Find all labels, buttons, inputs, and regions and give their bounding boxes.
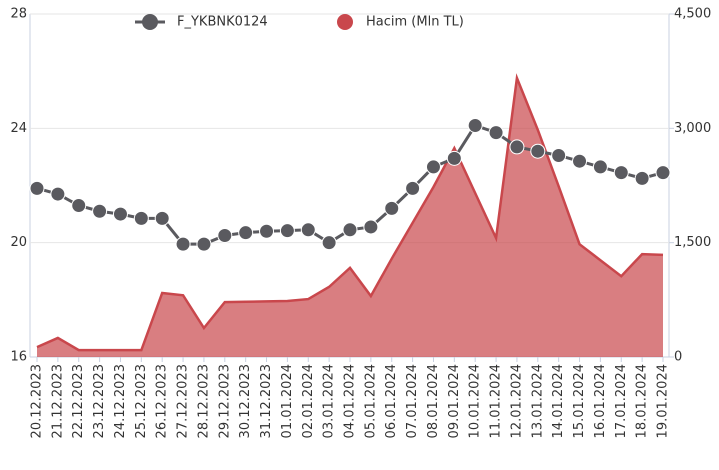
price-point [321, 235, 337, 251]
price-point [551, 147, 567, 163]
price-point [488, 125, 504, 141]
x-tick-label: 22.12.2023 [71, 364, 86, 438]
x-tick-label: 16.01.2024 [593, 364, 608, 438]
price-point [175, 236, 191, 252]
x-tick-label: 11.01.2024 [489, 364, 504, 438]
price-point [112, 206, 128, 222]
y2-tick-label: 1,500 [674, 235, 711, 250]
price-point [300, 222, 316, 238]
x-tick-label: 24.12.2023 [113, 364, 128, 438]
price-point [238, 225, 254, 241]
y-tick-label: 24 [10, 121, 27, 136]
price-point [279, 223, 295, 239]
legend-label: Hacim (Mln TL) [366, 15, 464, 30]
price-point [655, 165, 671, 181]
x-tick-label: 06.01.2024 [384, 364, 399, 438]
x-tick-label: 14.01.2024 [551, 364, 566, 438]
y-tick-label: 28 [10, 7, 27, 22]
x-tick-label: 04.01.2024 [343, 364, 358, 438]
price-point [92, 203, 108, 219]
y2-tick-label: 4,500 [674, 7, 711, 22]
price-point [467, 117, 483, 133]
y-tick-label: 16 [10, 350, 27, 365]
price-point [425, 159, 441, 175]
price-point [196, 236, 212, 252]
legend-marker [337, 14, 353, 30]
price-point [446, 150, 462, 166]
legend-label: F_YKBNK0124 [177, 15, 268, 30]
price-point [405, 180, 421, 196]
x-tick-label: 26.12.2023 [155, 364, 170, 438]
price-point [29, 180, 45, 196]
y-tick-label: 20 [10, 235, 27, 250]
x-tick-label: 03.01.2024 [322, 364, 337, 438]
x-tick-label: 08.01.2024 [426, 364, 441, 438]
x-tick-label: 29.12.2023 [217, 364, 232, 438]
price-point [572, 153, 588, 169]
price-point [71, 198, 87, 214]
x-tick-label: 30.12.2023 [238, 364, 253, 438]
price-point [217, 228, 233, 244]
volume-area [36, 73, 664, 352]
price-point [530, 143, 546, 159]
price-point [613, 165, 629, 181]
x-tick-label: 20.12.2023 [30, 364, 45, 438]
price-point [384, 200, 400, 216]
price-point [342, 222, 358, 238]
x-tick-label: 05.01.2024 [363, 364, 378, 438]
price-point [634, 170, 650, 186]
x-tick-label: 09.01.2024 [447, 364, 462, 438]
legend-marker [142, 14, 158, 30]
price-point [259, 223, 275, 239]
x-tick-label: 15.01.2024 [572, 364, 587, 438]
x-tick-label: 25.12.2023 [134, 364, 149, 438]
x-tick-label: 28.12.2023 [196, 364, 211, 438]
x-tick-label: 07.01.2024 [405, 364, 420, 438]
x-tick-label: 31.12.2023 [259, 364, 274, 438]
price-point [592, 159, 608, 175]
y2-tick-label: 0 [674, 350, 682, 365]
x-tick-label: 10.01.2024 [468, 364, 483, 438]
x-tick-label: 21.12.2023 [50, 364, 65, 438]
x-tick-label: 02.01.2024 [301, 364, 316, 438]
volume-area-fill [37, 78, 663, 357]
x-tick-label: 27.12.2023 [176, 364, 191, 438]
x-tick-label: 23.12.2023 [92, 364, 107, 438]
price-point [363, 219, 379, 235]
x-tick-label: 17.01.2024 [614, 364, 629, 438]
price-point [154, 210, 170, 226]
x-tick-label: 19.01.2024 [656, 364, 671, 438]
x-tick-label: 13.01.2024 [530, 364, 545, 438]
x-tick-label: 18.01.2024 [635, 364, 650, 438]
y2-tick-label: 3,000 [674, 121, 711, 136]
x-tick-label: 01.01.2024 [280, 364, 295, 438]
price-point [50, 186, 66, 202]
x-tick-label: 12.01.2024 [509, 364, 524, 438]
price-point [133, 210, 149, 226]
price-point [509, 139, 525, 155]
